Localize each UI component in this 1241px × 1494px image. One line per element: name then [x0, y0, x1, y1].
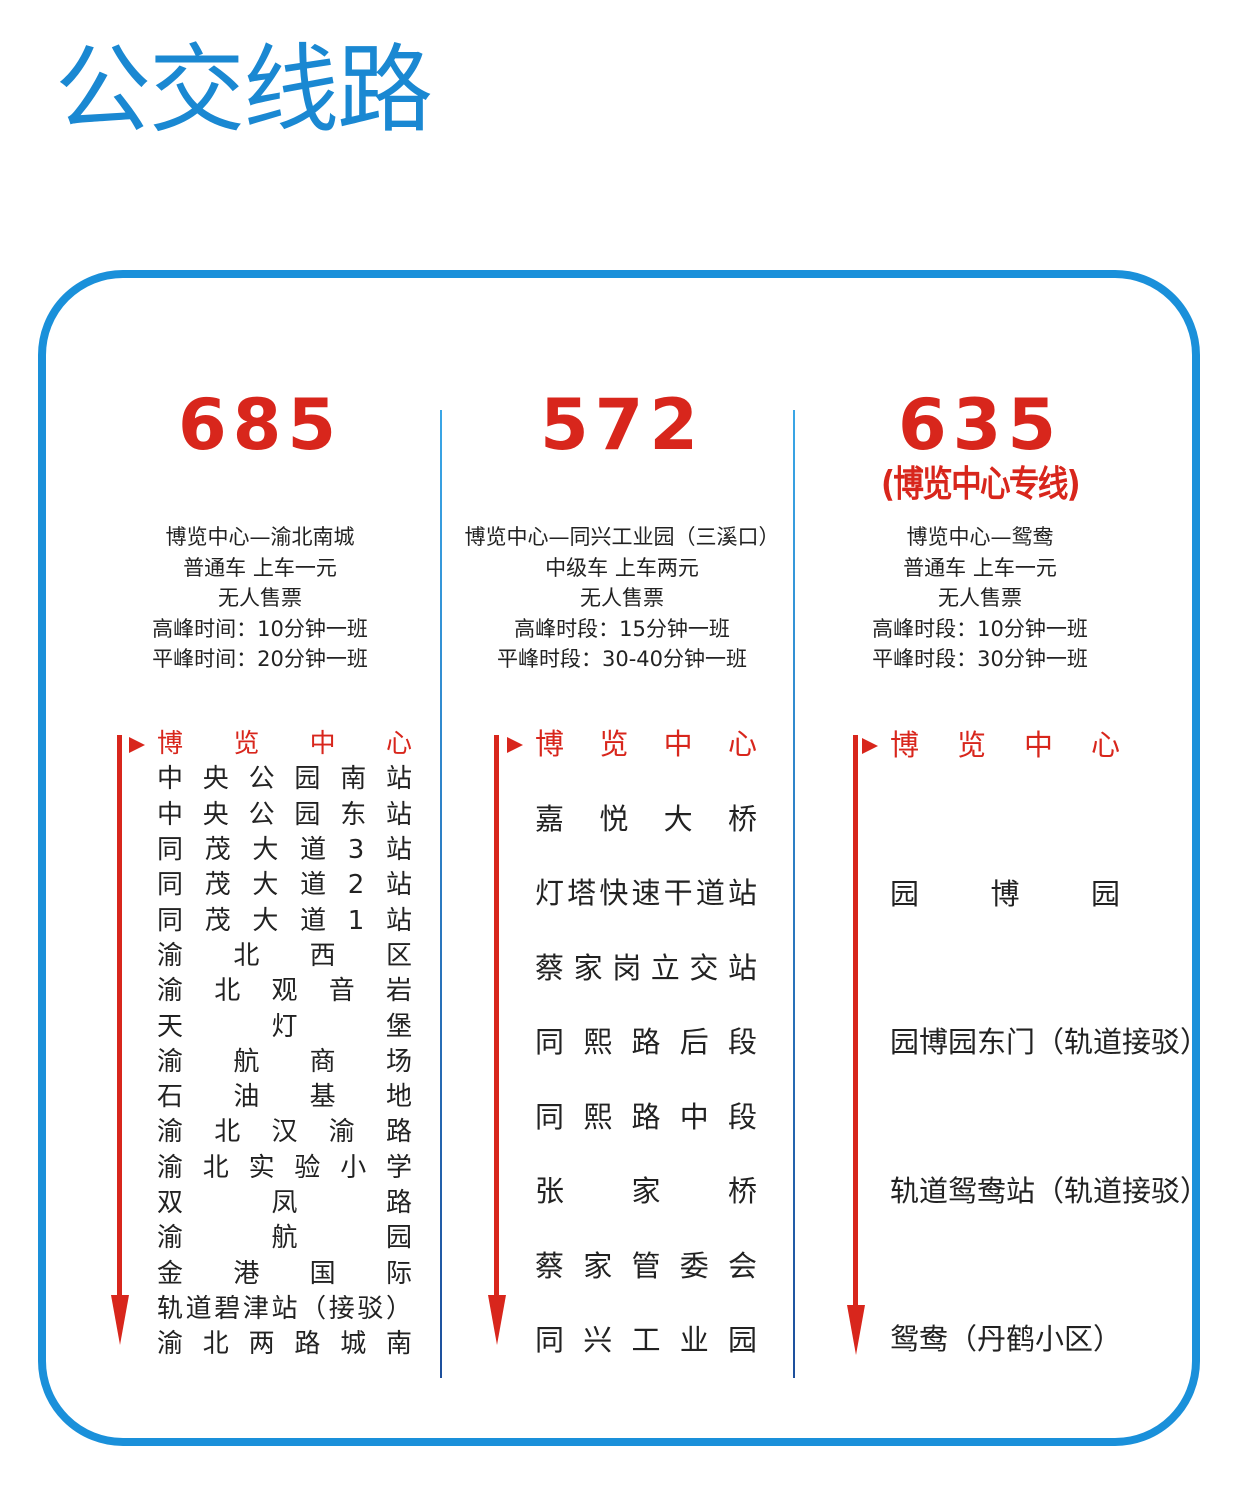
stop-name: 园博园东门（轨道接驳）: [890, 1025, 1210, 1060]
stop-name: 渝北观音岩: [157, 976, 412, 1007]
start-stop: 博览中心: [535, 727, 757, 762]
route-number: 572: [539, 384, 705, 466]
stop-name: 鸳鸯（丹鹤小区）: [890, 1322, 1123, 1357]
route-info-line: 中级车 上车两元: [545, 555, 699, 580]
stop-name: 灯塔快速干道站: [535, 876, 757, 911]
stop-name: 金港国际: [157, 1258, 412, 1289]
start-stop: 博览中心: [157, 729, 412, 760]
route-info-line: 博览中心—鸳鸯: [906, 525, 1054, 549]
stop-name: 同熙路中段: [535, 1099, 757, 1134]
stop-name: 双凤路: [157, 1188, 412, 1218]
stop-name: 石油基地: [157, 1082, 412, 1113]
route-number: 685: [177, 384, 343, 466]
column-divider: [440, 410, 442, 1378]
route-info-line: 博览中心—同兴工业园（三溪口）: [464, 525, 780, 549]
stop-name: 中央公园南站: [157, 764, 412, 795]
stop-name: 同茂大道1站: [157, 905, 412, 936]
stop-name: 渝北西区: [157, 940, 412, 971]
stop-name: 渝航商场: [157, 1046, 412, 1077]
route-info-line: 无人售票: [580, 586, 664, 610]
route-info-line: 无人售票: [938, 586, 1022, 610]
stop-name: 渝北实验小学: [157, 1152, 412, 1183]
start-marker-icon: [862, 738, 878, 754]
stop-name: 同茂大道3站: [157, 835, 412, 865]
route-info-line: 高峰时段：15分钟一班: [514, 616, 730, 641]
stop-name: 渝航园: [157, 1223, 412, 1254]
route-info-line: 普通车 上车一元: [903, 555, 1057, 580]
stop-name: 蔡家岗立交站: [535, 950, 757, 985]
stop-name: 天灯堡: [157, 1011, 412, 1042]
stop-name: 园博园: [890, 876, 1120, 911]
stop-name: 轨道碧津站（接驳）: [157, 1293, 412, 1324]
stop-name: 同兴工业园: [535, 1323, 757, 1358]
route-info-line: 博览中心—渝北南城: [165, 525, 355, 549]
stop-name: 渝北汉渝路: [157, 1117, 412, 1148]
route-info-line: 平峰时段：30-40分钟一班: [496, 647, 748, 671]
arrow-head-icon: [110, 1295, 129, 1345]
stop-name: 同熙路后段: [535, 1025, 757, 1060]
route-info-line: 平峰时间：20分钟一班: [152, 647, 368, 671]
route-info-line: 无人售票: [218, 586, 302, 610]
route-info-line: 高峰时段：10分钟一班: [872, 616, 1088, 641]
start-stop: 博览中心: [890, 728, 1120, 763]
route-info-line: 普通车 上车一元: [183, 555, 337, 580]
route-number: 635: [897, 384, 1063, 466]
stop-name: 轨道鸳鸯站（轨道接驳）: [890, 1173, 1210, 1208]
arrow-head-icon: [487, 1295, 506, 1345]
stop-name: 渝北两路城南: [157, 1329, 412, 1360]
route-info-line: 平峰时段：30分钟一班: [872, 647, 1088, 671]
route-direction-arrow: [853, 735, 858, 1315]
routes-frame: [38, 270, 1200, 1446]
stop-name: 同茂大道2站: [157, 870, 412, 901]
stop-name: 中央公园东站: [157, 799, 412, 830]
start-marker-icon: [129, 737, 145, 753]
stop-name: 嘉悦大桥: [535, 801, 757, 836]
stop-name: 张家桥: [535, 1174, 757, 1209]
page-title: 公交线路: [55, 34, 433, 146]
route-info-line: 高峰时间：10分钟一班: [152, 616, 368, 641]
stop-name: 蔡家管委会: [535, 1248, 757, 1283]
start-marker-icon: [507, 737, 523, 753]
arrow-head-icon: [846, 1305, 865, 1355]
route-subtitle: (博览中心专线): [881, 464, 1081, 505]
route-direction-arrow: [494, 735, 499, 1305]
route-direction-arrow: [117, 735, 122, 1305]
column-divider: [793, 410, 795, 1378]
